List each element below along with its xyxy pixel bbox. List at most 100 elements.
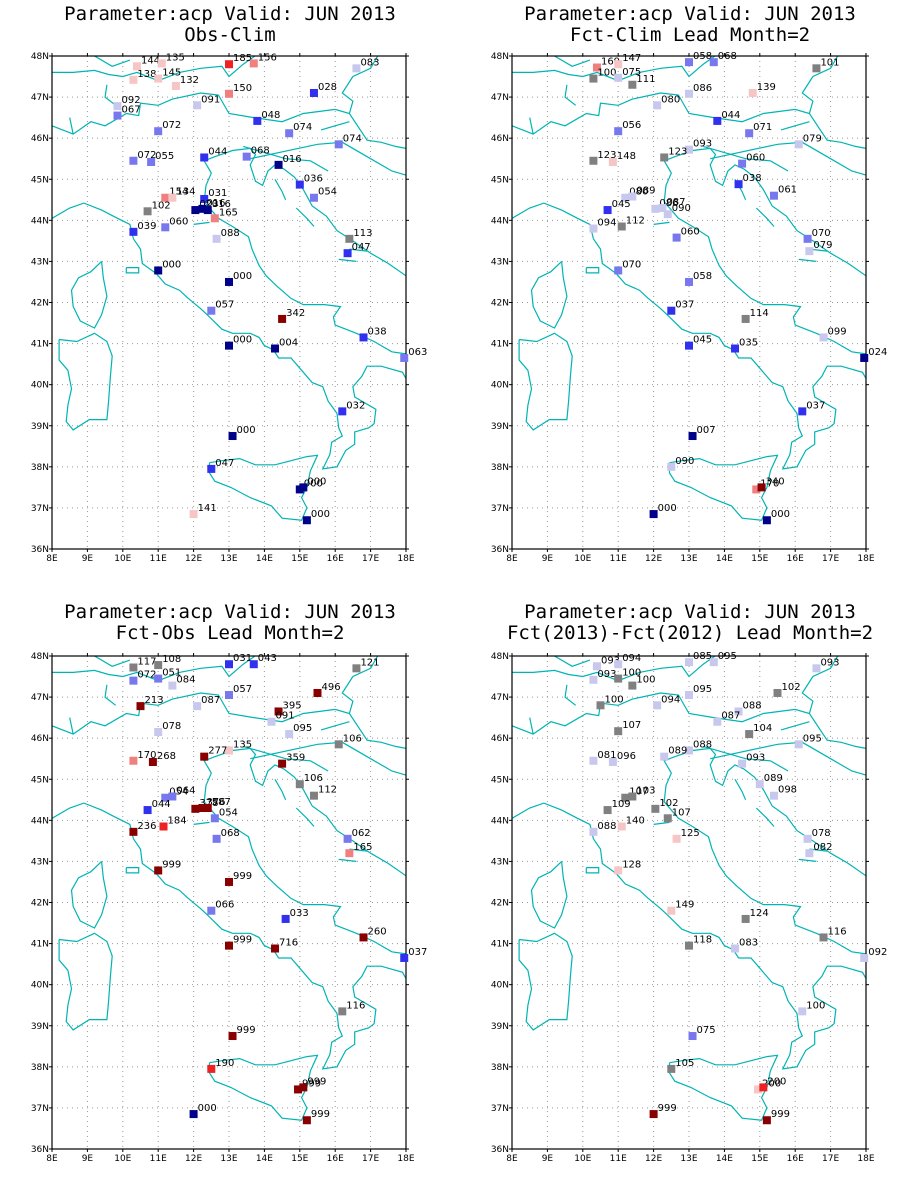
lat-tick-label: 48N — [491, 652, 509, 662]
lon-tick-label: 9E — [542, 1154, 554, 1164]
station-value-label: 067 — [121, 105, 140, 116]
coastline — [104, 84, 117, 106]
lat-tick-label: 40N — [31, 381, 49, 391]
coastline — [668, 454, 779, 521]
coastline — [125, 867, 140, 874]
station-value-label: 999 — [237, 1025, 256, 1036]
station-value-label: 000 — [307, 476, 326, 487]
station-marker — [649, 510, 658, 519]
station-value-label: 094 — [622, 653, 641, 664]
station-value-label: 090 — [672, 203, 691, 214]
station-marker — [129, 827, 138, 836]
lon-tick-label: 14E — [716, 1154, 733, 1164]
lon-tick-label: 13E — [220, 1154, 237, 1164]
station-marker — [685, 145, 693, 154]
station-marker — [212, 234, 221, 243]
lon-tick-label: 16E — [787, 554, 804, 564]
coastline — [104, 684, 117, 706]
lon-tick-label: 8E — [46, 554, 58, 564]
station-marker — [154, 728, 163, 737]
station-value-label: 047 — [215, 458, 234, 469]
station-value-label: 496 — [322, 682, 341, 693]
station-value-label: 079 — [803, 133, 822, 144]
station-value-label: 054 — [169, 787, 188, 798]
lat-tick-label: 43N — [31, 257, 49, 267]
station-marker — [614, 60, 623, 69]
station-marker — [773, 688, 782, 697]
station-marker — [136, 702, 145, 711]
station-marker — [225, 277, 233, 286]
station-value-label: 074 — [293, 122, 312, 133]
station-value-label: 139 — [757, 82, 776, 93]
station-marker — [667, 462, 676, 471]
station-marker — [794, 140, 803, 149]
lon-tick-label: 17E — [362, 554, 379, 564]
lon-tick-label: 17E — [822, 554, 839, 564]
lat-tick-label: 40N — [491, 381, 509, 391]
lon-tick-label: 12E — [645, 554, 662, 564]
station-marker — [129, 75, 138, 84]
lat-tick-label: 45N — [31, 775, 49, 785]
station-marker — [628, 792, 637, 801]
lon-tick-label: 13E — [680, 554, 697, 564]
coastline — [208, 1054, 319, 1121]
station-value-label: 037 — [408, 947, 427, 958]
station-marker — [159, 822, 168, 831]
station-marker — [685, 941, 693, 950]
station-marker — [685, 746, 693, 755]
station-value-label: 100 — [597, 68, 616, 79]
lat-tick-label: 36N — [491, 545, 509, 555]
coastline — [320, 121, 350, 131]
station-marker — [352, 64, 361, 73]
station-marker — [225, 89, 233, 98]
station-value-label: 135 — [166, 52, 185, 63]
station-value-label: 064 — [176, 786, 195, 797]
station-marker — [745, 730, 754, 739]
station-value-label: 098 — [778, 785, 797, 796]
station-marker — [709, 58, 718, 67]
station-value-label: 089 — [636, 186, 655, 197]
station-marker — [649, 1110, 658, 1119]
coastline — [274, 779, 287, 801]
lat-tick-label: 45N — [491, 175, 509, 185]
station-marker — [212, 834, 221, 843]
lat-tick-label: 37N — [31, 504, 49, 514]
station-value-label: 091 — [201, 94, 220, 105]
lat-tick-label: 38N — [31, 1063, 49, 1073]
lon-tick-label: 18E — [857, 1154, 874, 1164]
coastline — [320, 721, 350, 731]
station-value-label: 095 — [803, 733, 822, 744]
station-value-label: 100 — [622, 668, 641, 679]
coastline — [125, 267, 140, 274]
lat-tick-label: 42N — [491, 299, 509, 309]
station-marker — [193, 702, 202, 711]
lat-tick-label: 44N — [31, 816, 49, 826]
station-marker — [129, 676, 138, 685]
station-value-label: 048 — [261, 110, 280, 121]
station-value-label: 170 — [137, 750, 156, 761]
station-marker — [592, 63, 601, 72]
station-marker — [203, 206, 212, 215]
station-value-label: 149 — [675, 900, 694, 911]
station-value-label: 088 — [693, 739, 712, 750]
station-marker — [334, 140, 343, 149]
lon-tick-label: 12E — [185, 1154, 202, 1164]
station-value-label: 037 — [806, 400, 825, 411]
station-marker — [359, 933, 368, 942]
station-value-label: 062 — [352, 828, 371, 839]
station-value-label: 051 — [162, 668, 181, 679]
station-marker — [745, 129, 754, 138]
coastline — [94, 656, 131, 667]
station-value-label: 090 — [675, 456, 694, 467]
station-marker — [603, 806, 612, 815]
station-marker — [608, 157, 617, 166]
station-marker — [271, 944, 280, 953]
station-marker — [672, 834, 681, 843]
map-frame — [51, 655, 407, 1150]
station-marker — [731, 944, 740, 953]
station-marker — [309, 88, 318, 97]
station-marker — [203, 804, 212, 813]
lon-tick-label: 15E — [291, 1154, 308, 1164]
station-value-label: 000 — [658, 503, 677, 514]
lon-tick-label: 18E — [857, 554, 874, 564]
